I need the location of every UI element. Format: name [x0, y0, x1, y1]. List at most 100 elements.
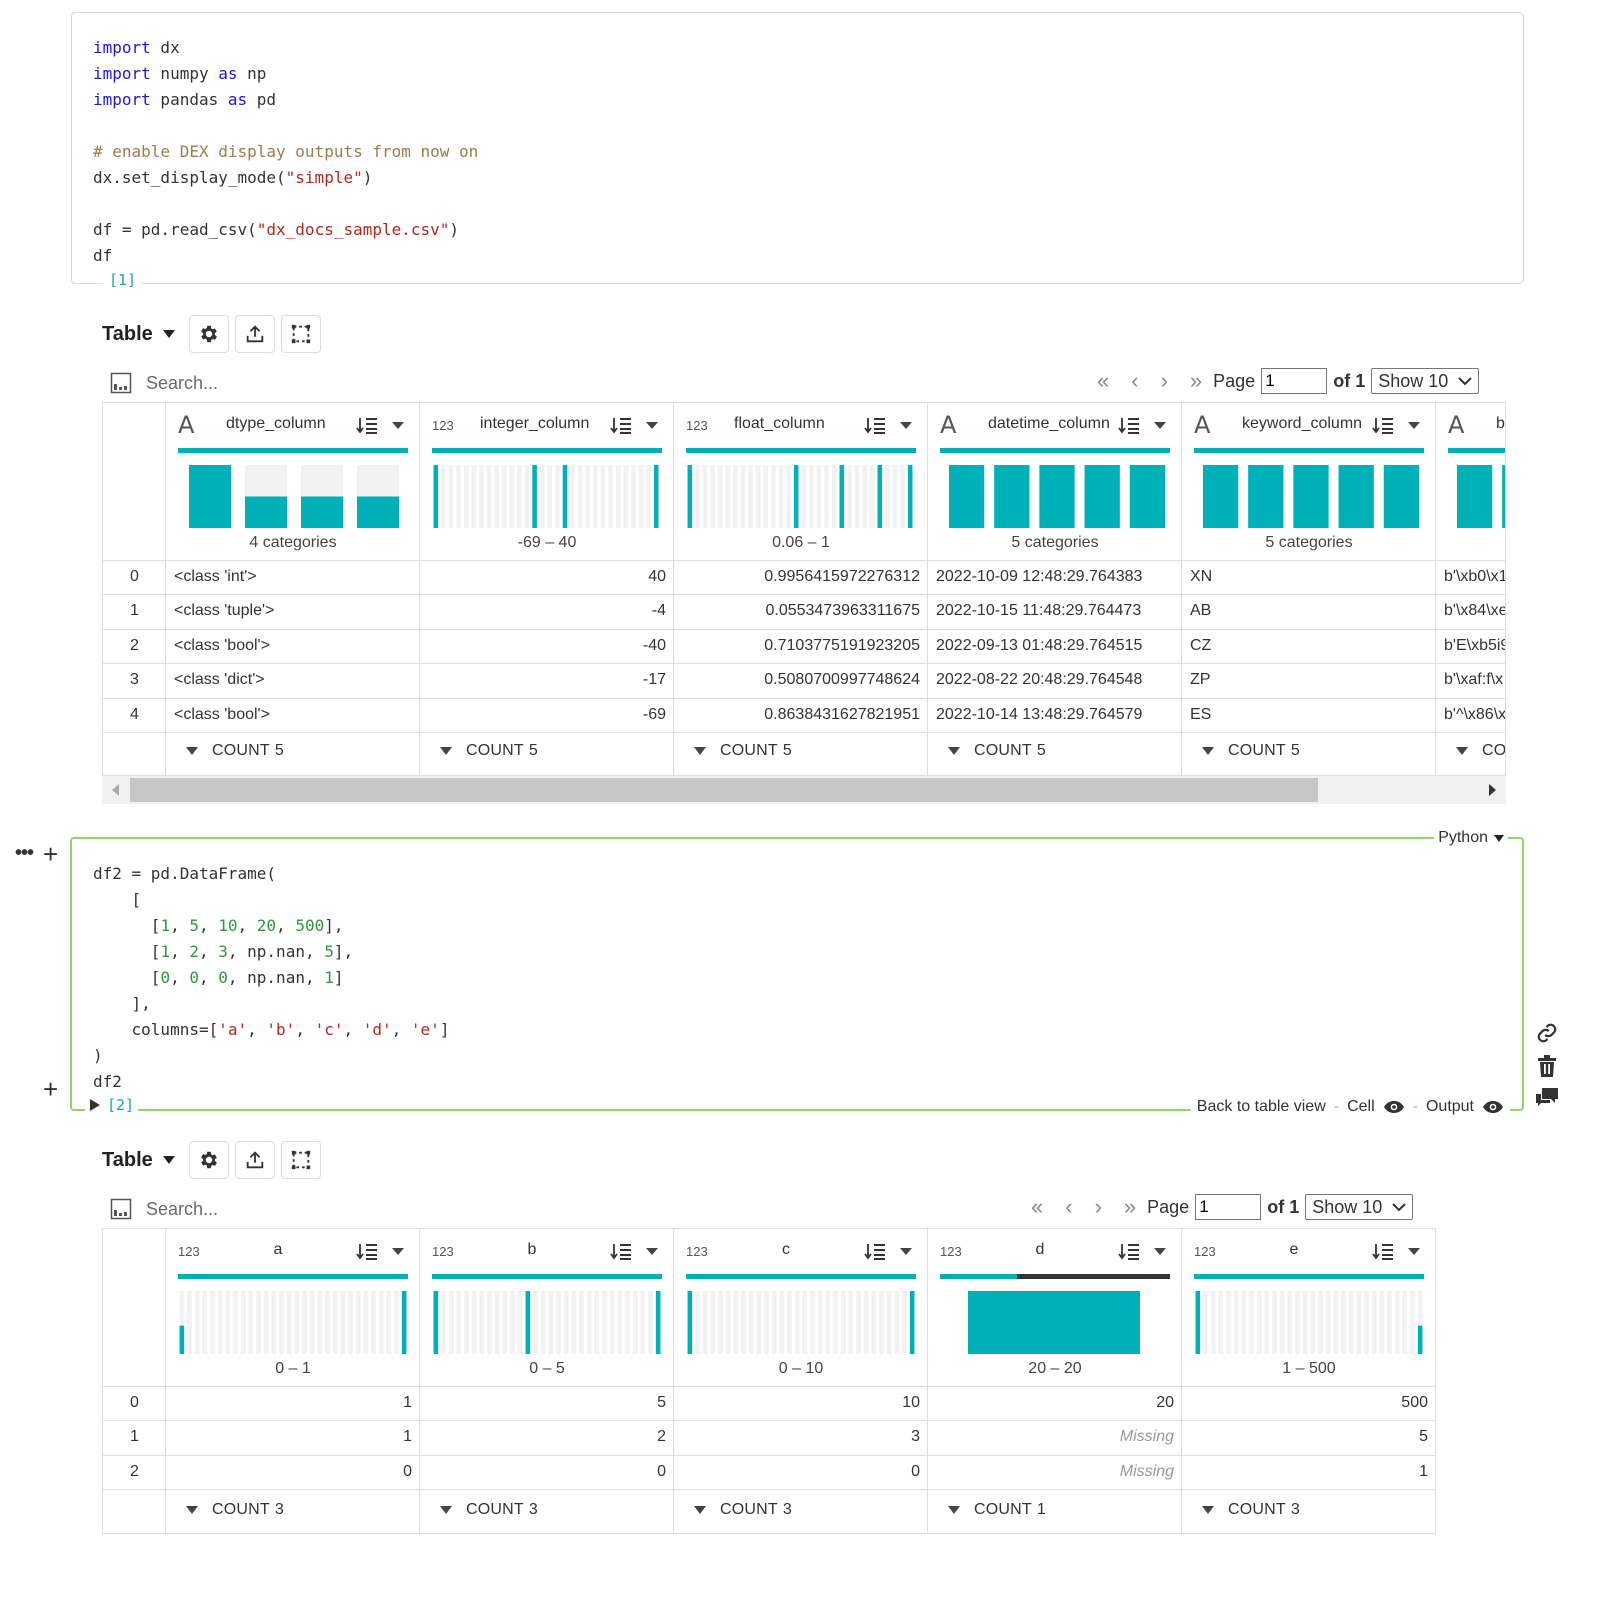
table-cell[interactable]: AB — [1190, 602, 1212, 620]
histogram-bar[interactable] — [562, 465, 568, 528]
table-cell[interactable]: 5 — [1419, 1428, 1428, 1446]
histogram-bar[interactable] — [1383, 465, 1420, 528]
column-menu-icon[interactable] — [646, 1248, 658, 1255]
table-cell[interactable]: 1 — [403, 1428, 412, 1446]
sort-icon[interactable] — [1372, 1241, 1394, 1261]
table-cell[interactable]: 500 — [1401, 1394, 1428, 1411]
table-cell[interactable]: 1 — [1419, 1462, 1428, 1480]
table-cell[interactable]: b'E\xb5i9 — [1444, 636, 1506, 654]
histogram-bar[interactable] — [245, 496, 287, 529]
histogram-bar[interactable] — [653, 465, 659, 528]
histogram-bar[interactable] — [877, 465, 883, 528]
display-mode-title[interactable]: Table — [102, 1148, 153, 1171]
table-cell[interactable]: ES — [1190, 705, 1212, 723]
histogram-bar[interactable] — [1039, 465, 1075, 528]
table-cell[interactable]: 0.8638431627821951 — [764, 705, 920, 723]
sort-icon[interactable] — [864, 1241, 886, 1261]
selection-button[interactable] — [280, 315, 321, 353]
column-toggle-icon[interactable] — [110, 372, 132, 394]
table-cell[interactable]: 0 — [403, 1462, 412, 1480]
horizontal-scrollbar[interactable] — [102, 776, 1506, 804]
last-page-icon[interactable]: » — [1123, 1194, 1137, 1219]
table-cell[interactable]: 20 — [1156, 1394, 1174, 1411]
table-cell[interactable]: 10 — [902, 1394, 920, 1411]
language-selector[interactable]: Python — [1434, 829, 1508, 847]
column-header-float_column[interactable]: float_column — [734, 415, 825, 432]
eye-icon[interactable] — [1482, 1100, 1504, 1114]
sort-icon[interactable] — [1372, 415, 1394, 435]
column-menu-icon[interactable] — [646, 422, 658, 429]
first-page-icon[interactable]: « — [1097, 368, 1110, 393]
table-cell[interactable]: 1 — [403, 1394, 412, 1411]
table-cell[interactable]: 3 — [911, 1428, 920, 1446]
histogram-bar[interactable] — [1502, 465, 1506, 528]
histogram-bar[interactable] — [1293, 465, 1329, 528]
table-cell[interactable]: XN — [1190, 568, 1213, 585]
sort-icon[interactable] — [1118, 1241, 1140, 1261]
table-cell[interactable]: ZP — [1190, 671, 1211, 689]
sort-icon[interactable] — [610, 1241, 632, 1261]
page-input[interactable] — [1261, 368, 1328, 394]
prev-page-icon[interactable]: ‹ — [1065, 1194, 1073, 1219]
column-summary[interactable]: COUNT 5 — [186, 742, 284, 760]
page-size-select[interactable]: Show 10 — [1305, 1194, 1414, 1220]
column-header-b[interactable]: b — [1496, 415, 1505, 432]
code-cell-2[interactable]: df2 = pd.DataFrame( [ [1, 5, 10, 20, 500… — [70, 829, 1524, 1116]
column-menu-icon[interactable] — [1154, 422, 1166, 429]
column-header-integer_column[interactable]: integer_column — [480, 415, 590, 432]
output-collapse-toggle[interactable]: [2] — [85, 1096, 139, 1114]
histogram-bar[interactable] — [1417, 1325, 1423, 1354]
table-cell[interactable]: b'\x84\xe — [1444, 602, 1506, 620]
table-cell[interactable]: 0.9956415972276312 — [764, 568, 920, 585]
column-summary[interactable]: COUNT 5 — [948, 742, 1046, 760]
column-header-e[interactable]: e — [1289, 1241, 1299, 1258]
table-cell[interactable]: 0.0553473963311675 — [765, 602, 920, 620]
table-cell[interactable]: 5 — [657, 1394, 666, 1411]
sort-icon[interactable] — [356, 1241, 378, 1261]
histogram-bar[interactable] — [525, 1291, 531, 1354]
link-icon[interactable] — [1536, 1022, 1558, 1044]
column-summary[interactable]: COUNT 3 — [186, 1501, 284, 1519]
missing-cell[interactable]: Missing — [1119, 1428, 1174, 1446]
summary-dropdown-icon[interactable] — [1202, 1506, 1214, 1515]
column-header-dtype_column[interactable]: dtype_column — [226, 415, 326, 432]
export-button[interactable] — [234, 315, 275, 353]
table-cell[interactable]: -40 — [642, 636, 666, 654]
histogram-bar[interactable] — [907, 465, 913, 528]
summary-dropdown-icon[interactable] — [186, 1506, 198, 1515]
prev-page-icon[interactable]: ‹ — [1131, 368, 1139, 393]
trash-icon[interactable] — [1537, 1055, 1557, 1077]
summary-dropdown-icon[interactable] — [694, 1506, 706, 1515]
histogram-bar[interactable] — [1248, 465, 1284, 528]
column-summary[interactable]: COUNT 5 — [440, 742, 538, 760]
histogram-bar[interactable] — [179, 1325, 185, 1354]
histogram-bar[interactable] — [994, 465, 1030, 528]
summary-dropdown-icon[interactable] — [1456, 747, 1468, 755]
page-input[interactable] — [1195, 1194, 1262, 1220]
histogram-bar[interactable] — [532, 465, 537, 528]
scroll-thumb[interactable] — [130, 778, 1318, 802]
back-to-table-link[interactable]: Back to table view — [1196, 1098, 1326, 1115]
table-cell[interactable]: <class 'bool'> — [174, 636, 270, 654]
histogram-bar[interactable] — [687, 465, 693, 528]
column-menu-icon[interactable] — [900, 1248, 912, 1255]
table-cell[interactable]: -69 — [642, 705, 666, 723]
column-summary[interactable]: COUNT 5 — [1202, 742, 1300, 760]
histogram-bar[interactable] — [909, 1291, 915, 1354]
summary-dropdown-icon[interactable] — [440, 1506, 452, 1515]
last-page-icon[interactable]: » — [1189, 368, 1203, 393]
summary-dropdown-icon[interactable] — [1202, 747, 1214, 755]
first-page-icon[interactable]: « — [1031, 1194, 1044, 1219]
histogram-bar[interactable] — [1129, 465, 1166, 528]
selection-button[interactable] — [280, 1141, 321, 1179]
column-menu-icon[interactable] — [392, 1248, 404, 1255]
histogram-bar[interactable] — [1084, 465, 1120, 528]
more-options-icon[interactable]: ••• — [15, 842, 34, 864]
table-cell[interactable]: <class 'dict'> — [174, 671, 265, 689]
histogram-bar[interactable] — [1338, 465, 1374, 528]
histogram-bar[interactable] — [968, 1291, 1140, 1354]
histogram-bar[interactable] — [357, 496, 399, 529]
table-cell[interactable]: b'\xaf:f\x — [1444, 671, 1504, 689]
scroll-right-icon[interactable] — [1486, 783, 1498, 797]
table-cell[interactable]: 2 — [657, 1428, 666, 1446]
